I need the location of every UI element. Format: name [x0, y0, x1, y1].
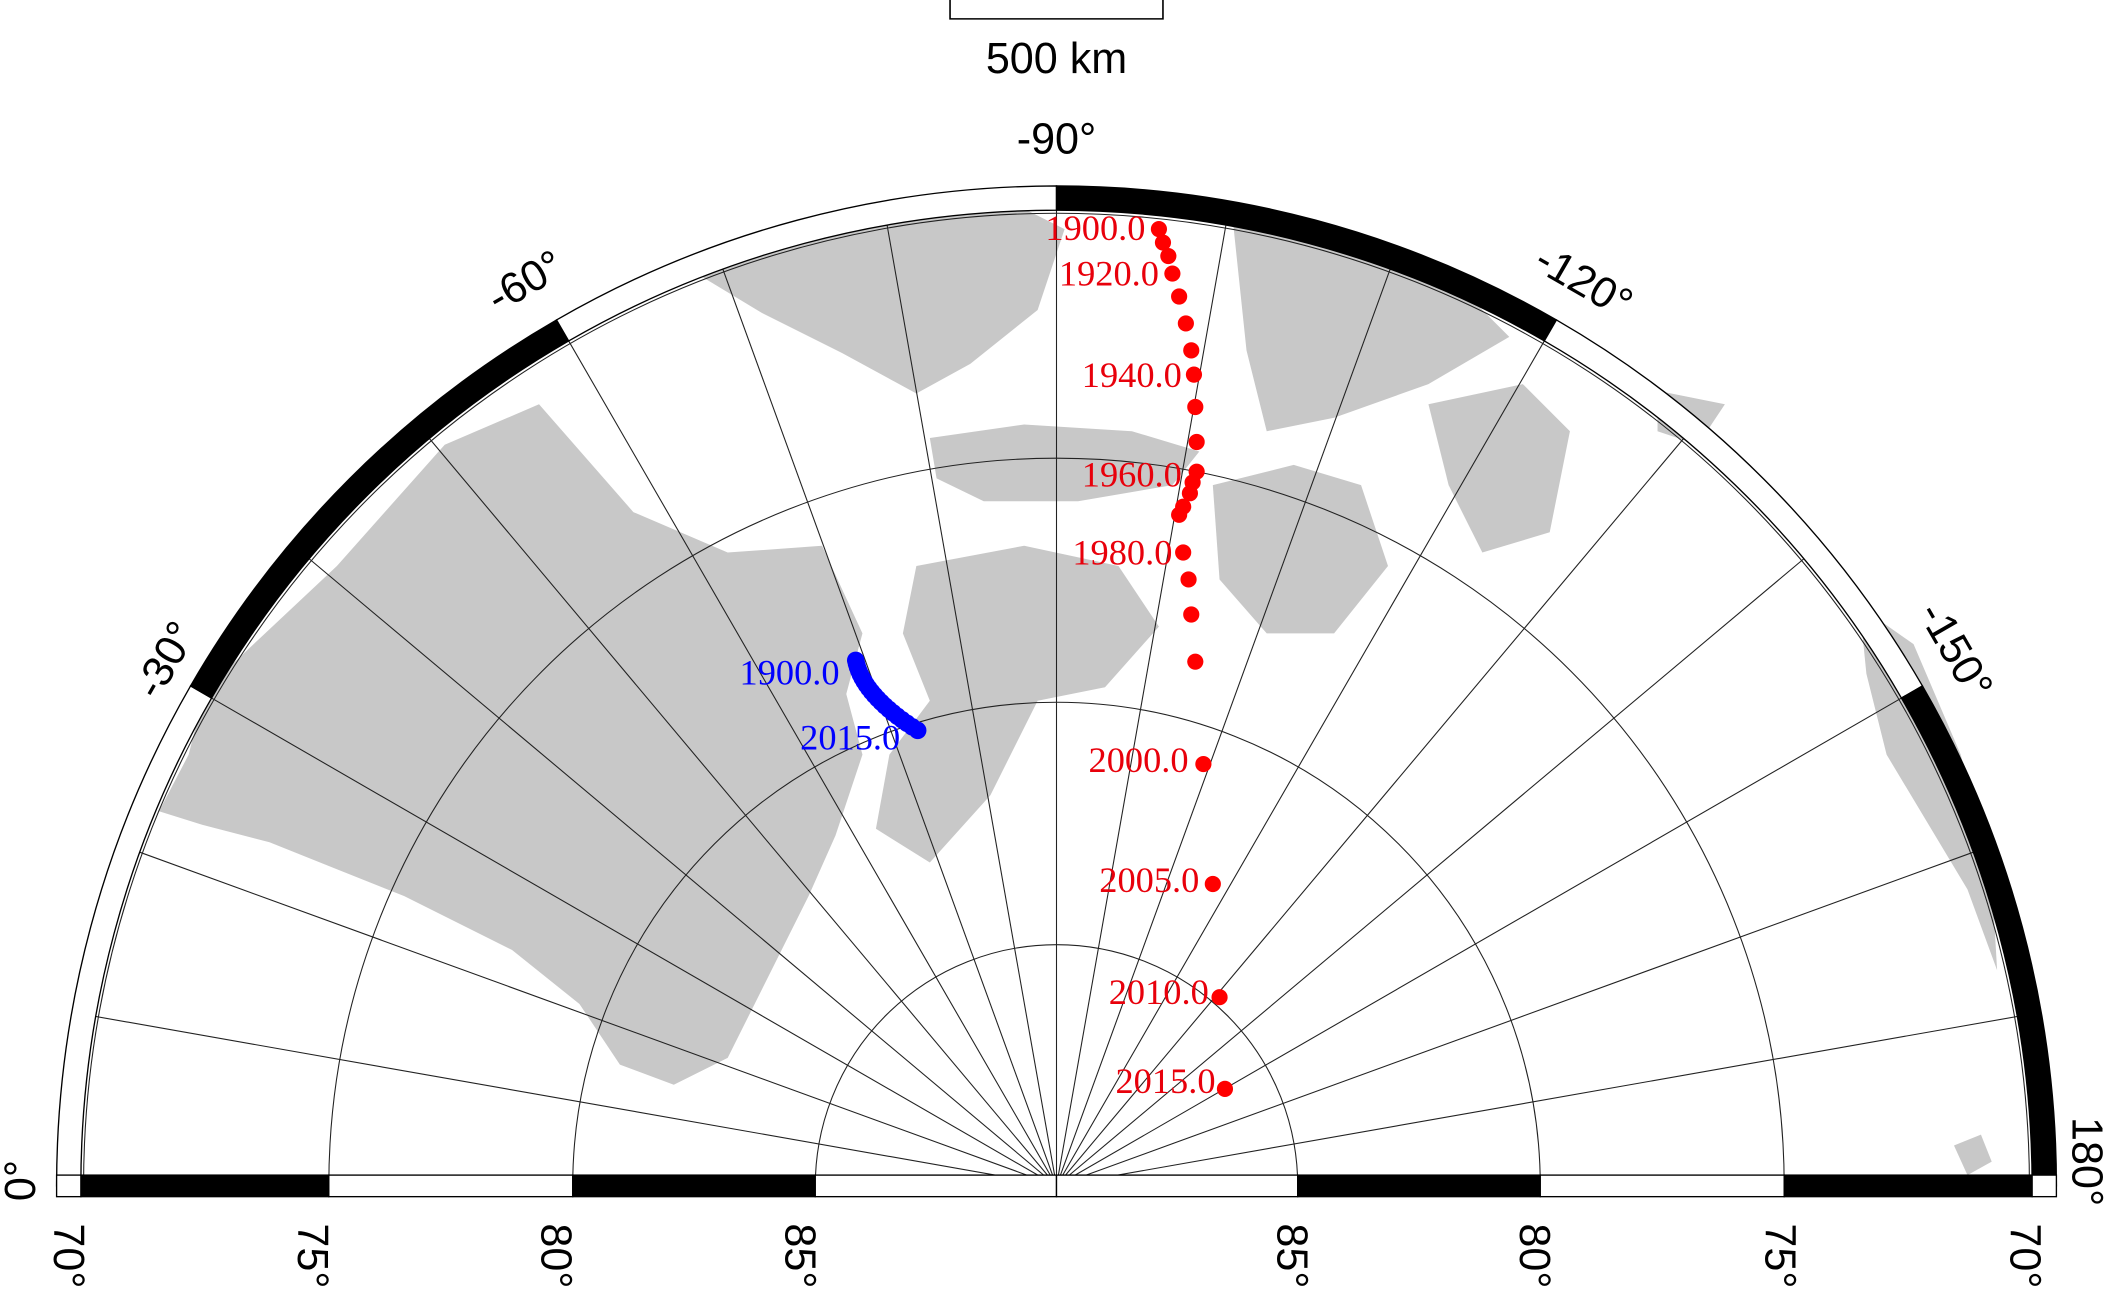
island	[929, 424, 1200, 502]
lon-label: -60°	[479, 241, 572, 322]
blue-dot	[908, 721, 927, 740]
frame-bar	[328, 1174, 574, 1198]
land	[159, 208, 1998, 1176]
red-label: 2000.0	[1089, 740, 1189, 780]
meridian	[428, 438, 1057, 1187]
red-dot	[1183, 606, 1200, 623]
frame-bar	[1297, 1174, 1541, 1198]
scale-line	[949, 0, 1164, 20]
meridian	[308, 558, 1057, 1187]
meridian	[1055, 224, 1227, 1186]
red-label: 1960.0	[1082, 454, 1182, 494]
meridian	[722, 268, 1058, 1187]
island	[689, 208, 1065, 394]
lat-label: 75°	[1755, 1223, 1803, 1288]
red-label: 1920.0	[1059, 254, 1159, 294]
meridian	[211, 697, 1057, 1187]
lat-label: 75°	[288, 1223, 336, 1288]
island	[1212, 464, 1389, 634]
red-dot	[1177, 315, 1194, 332]
parallel	[572, 701, 1541, 1186]
meridian	[139, 851, 1057, 1187]
frame-bar	[572, 1174, 816, 1198]
parallel	[83, 212, 2030, 1186]
scale-bar: 500 km	[949, 0, 1164, 83]
meridian	[1056, 1015, 2018, 1187]
frame-bar	[1783, 1174, 2033, 1198]
parallel	[814, 944, 1299, 1186]
frame-bar	[814, 1174, 1058, 1198]
red-dot	[1195, 756, 1212, 773]
meridian	[1056, 438, 1685, 1187]
red-dot	[1204, 875, 1221, 893]
meridian	[1055, 268, 1391, 1187]
red-dot	[1154, 234, 1172, 251]
red-dot	[1216, 1080, 1234, 1097]
red-dot	[1160, 247, 1177, 265]
red-label: 1900.0	[1045, 208, 1145, 248]
island	[1953, 1134, 1992, 1176]
frame-bar	[1539, 1174, 1785, 1198]
meridian	[568, 340, 1057, 1187]
frame-bar	[1055, 1174, 1299, 1198]
meridian	[95, 1015, 1057, 1187]
meridian	[1056, 558, 1805, 1187]
graticule	[83, 210, 2030, 1187]
red-label: 2005.0	[1099, 860, 1199, 900]
blue-track	[846, 651, 927, 740]
coast	[1859, 606, 1998, 971]
frame-corner	[55, 1174, 82, 1198]
greenland	[159, 404, 863, 1085]
red-dot	[1164, 265, 1181, 282]
red-dot	[1211, 989, 1228, 1006]
red-dot	[1185, 366, 1203, 383]
meridian	[1056, 851, 1974, 1187]
meridian	[1056, 340, 1545, 1187]
lat-label: 85°	[776, 1223, 824, 1288]
lat-label: 80°	[1510, 1223, 1558, 1288]
lon-label: 0°	[0, 1160, 45, 1201]
blue-label: 2015.0	[800, 717, 900, 757]
red-dot	[1171, 288, 1188, 305]
red-dot	[1175, 544, 1192, 561]
red-dot	[1187, 653, 1204, 670]
parallel	[328, 457, 1785, 1186]
scale-label: 500 km	[986, 35, 1127, 83]
red-dot	[1171, 506, 1188, 523]
red-label: 1980.0	[1072, 533, 1172, 573]
red-track	[1150, 221, 1234, 1097]
red-dot	[1187, 398, 1204, 416]
frame-bar	[80, 1174, 330, 1198]
red-dot	[1180, 571, 1197, 588]
red-dot	[1188, 433, 1205, 451]
lat-label: 85°	[1268, 1223, 1316, 1288]
lat-label: 70°	[2001, 1223, 2049, 1288]
lat-label: 80°	[532, 1223, 580, 1288]
red-label: 2015.0	[1115, 1061, 1215, 1101]
blue-label: 1900.0	[740, 653, 840, 693]
lat-label: 70°	[44, 1223, 92, 1288]
red-label: 2010.0	[1109, 972, 1209, 1012]
red-dot	[1150, 221, 1168, 238]
lon-label: -90°	[1017, 116, 1097, 164]
meridian	[886, 224, 1058, 1186]
meridian	[1056, 697, 1902, 1187]
frame	[55, 185, 2058, 1198]
frame-corner	[2031, 1174, 2058, 1198]
red-dot	[1181, 485, 1198, 502]
island	[1428, 384, 1570, 553]
red-label: 1940.0	[1082, 355, 1182, 395]
red-dot	[1183, 342, 1200, 359]
lon-label: 180°	[2063, 1117, 2111, 1206]
frame-segment	[1543, 319, 1924, 699]
